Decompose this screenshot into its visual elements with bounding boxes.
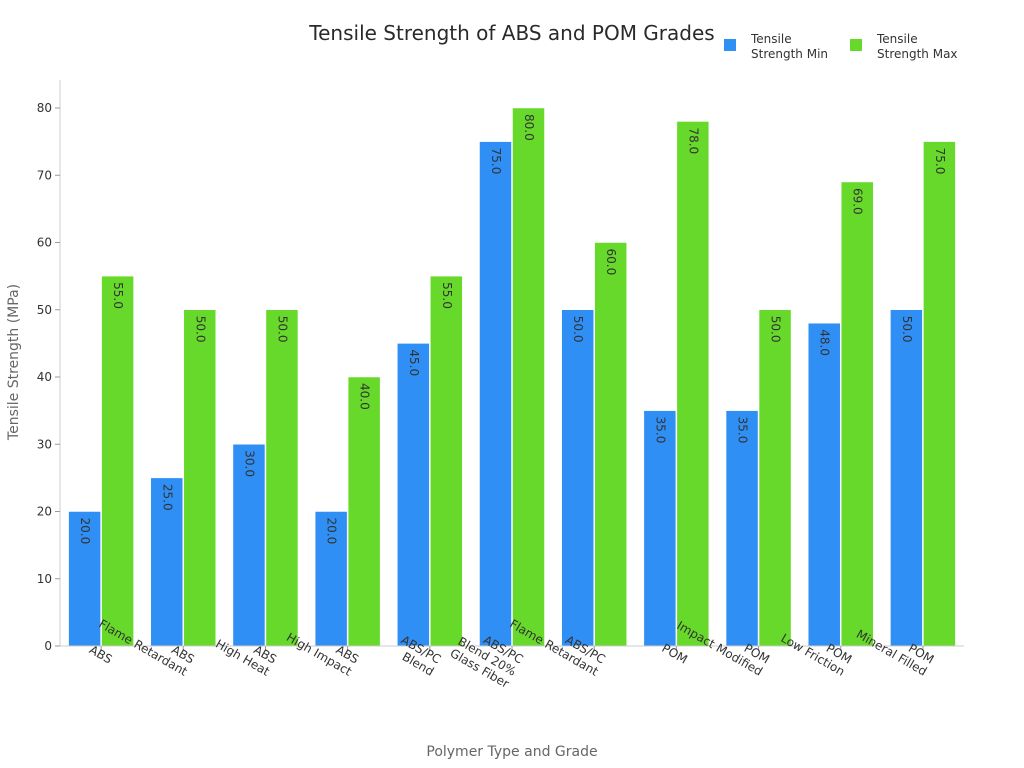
bar-min-8 [725, 410, 759, 647]
y-ticks: 0 10 20 30 40 50 60 70 80 [37, 101, 60, 653]
bar-max-4 [430, 275, 463, 647]
legend-label-max: Tensile Strength Max [876, 32, 958, 61]
y-tick-label: 40 [37, 370, 52, 384]
data-label: 48.0 [818, 329, 832, 356]
bars-group: 20.0 25.0 30.0 20.0 45.0 75.0 50.0 35.0 35.0 48.0… [68, 107, 956, 647]
data-label: 50.0 [769, 316, 783, 343]
y-tick-label: 30 [37, 437, 52, 451]
data-label: 50.0 [275, 316, 289, 343]
bar-max-10 [923, 141, 956, 647]
data-label: 50.0 [571, 316, 585, 343]
y-tick-label: 70 [37, 168, 52, 182]
bar-max-3 [347, 376, 381, 647]
bar-max-9 [840, 181, 874, 647]
data-label: 60.0 [604, 249, 618, 276]
data-label: 55.0 [440, 282, 454, 309]
bar-max-6 [594, 242, 627, 647]
y-axis-label: Tensile Strength (MPa) [6, 284, 22, 441]
bar-min-6 [561, 309, 594, 647]
bar-min-2 [232, 444, 266, 647]
bar-max-5 [512, 107, 545, 647]
data-label: 35.0 [736, 417, 750, 444]
bar-min-3 [314, 511, 348, 647]
legend-swatch-max [850, 39, 862, 51]
y-tick-label: 0 [44, 639, 52, 653]
data-label: 69.0 [851, 188, 865, 215]
y-tick-label: 80 [37, 101, 52, 115]
bar-min-1 [150, 477, 184, 647]
data-label: 40.0 [358, 383, 372, 410]
legend-label-min: Tensile Strength Min [750, 32, 828, 61]
bar-max-8 [758, 309, 792, 647]
data-label: 20.0 [78, 518, 92, 545]
data-label: 25.0 [160, 484, 174, 511]
y-tick-label: 50 [37, 303, 52, 317]
data-label: 35.0 [653, 417, 667, 444]
bar-max-1 [183, 309, 217, 647]
legend-swatch-min [724, 39, 736, 51]
y-tick-label: 20 [37, 505, 52, 519]
data-label: 78.0 [686, 127, 700, 154]
data-label: 30.0 [242, 450, 256, 477]
data-label: 20.0 [325, 518, 339, 545]
data-label: 50.0 [193, 316, 207, 343]
legend: Tensile Strength Min Tensile Strength Max [724, 32, 958, 61]
data-label: 75.0 [489, 148, 503, 175]
bar-min-5 [479, 141, 512, 647]
data-label: 45.0 [407, 349, 421, 376]
bar-min-0 [68, 511, 101, 647]
data-label: 75.0 [933, 148, 947, 175]
bar-max-0 [101, 275, 134, 647]
bar-min-10 [890, 309, 923, 647]
y-tick-label: 10 [37, 572, 52, 586]
bar-min-7 [643, 410, 677, 647]
chart-title: Tensile Strength of ABS and POM Grades [308, 21, 714, 45]
bar-min-9 [807, 322, 841, 647]
y-tick-label: 60 [37, 236, 52, 250]
data-label: 80.0 [522, 114, 536, 141]
bar-max-2 [265, 309, 299, 647]
data-label: 55.0 [111, 282, 125, 309]
x-axis-label: Polymer Type and Grade [426, 744, 597, 760]
bar-max-7 [676, 121, 710, 647]
data-label: 50.0 [900, 316, 914, 343]
bar-min-4 [397, 343, 430, 647]
